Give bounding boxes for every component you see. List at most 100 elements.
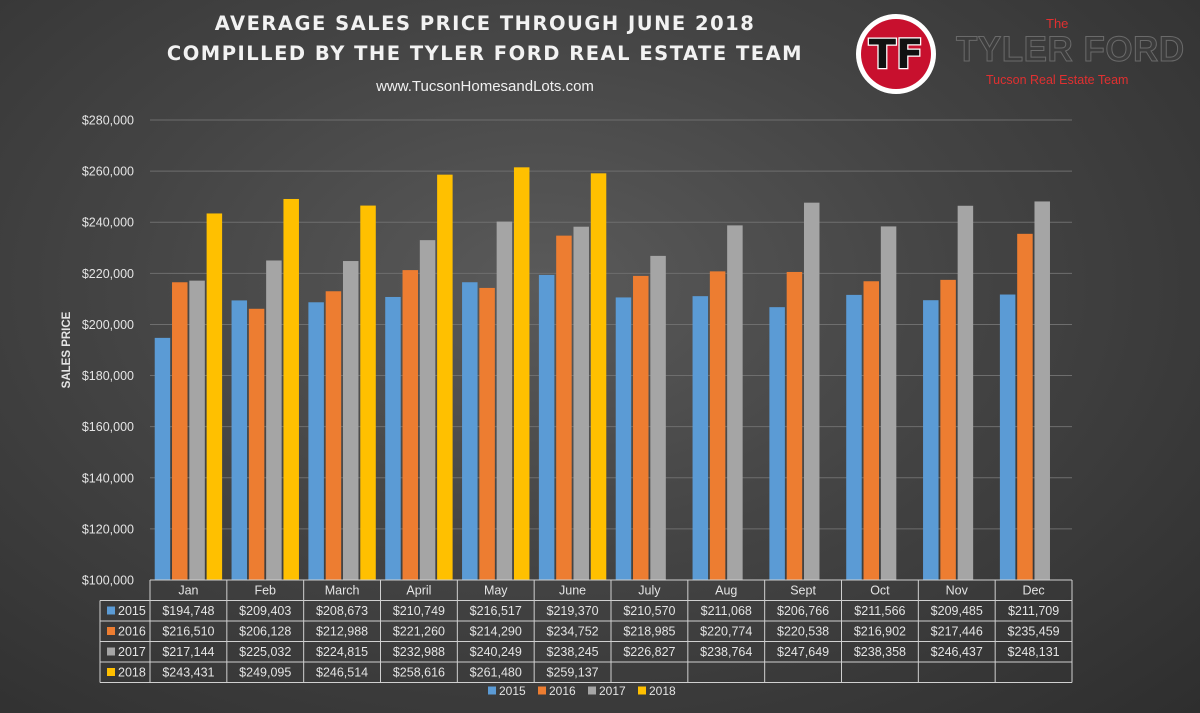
data-label: $234,752 — [547, 625, 599, 639]
bar-2018-June — [590, 173, 607, 580]
data-label: $209,403 — [239, 604, 291, 618]
bar-2017-Sept — [803, 202, 820, 580]
bar-2017-Dec — [1034, 201, 1050, 580]
data-label: $238,245 — [547, 645, 599, 659]
y-tick-label: $260,000 — [82, 165, 134, 179]
table-legend-key-2018 — [107, 668, 115, 676]
bar-2016-Nov — [940, 279, 956, 580]
bar-2015-March — [308, 302, 324, 580]
brand-name: TYLER FORD — [956, 30, 1185, 70]
data-label: $216,510 — [162, 625, 214, 639]
bar-2015-July — [615, 297, 632, 580]
bar-2017-April — [419, 240, 436, 580]
bar-2015-May — [462, 282, 478, 580]
bar-2016-Aug — [709, 271, 726, 580]
bar-2015-Sept — [769, 307, 785, 580]
data-label: $258,616 — [393, 666, 445, 680]
bar-2015-Aug — [692, 296, 709, 580]
data-label: $209,485 — [931, 604, 983, 618]
y-tick-label: $240,000 — [82, 216, 134, 230]
bar-2018-Feb — [283, 198, 299, 581]
data-label: $240,249 — [470, 645, 522, 659]
data-label: $249,095 — [239, 666, 291, 680]
bar-2016-July — [633, 275, 649, 580]
legend-swatch-2017 — [588, 686, 596, 695]
data-label: $210,570 — [623, 604, 675, 618]
data-label: $232,988 — [393, 645, 445, 659]
chart-title-line2: COMPILLED BY THE TYLER FORD REAL ESTATE … — [166, 42, 804, 65]
bar-2015-Nov — [923, 300, 939, 580]
bar-2016-May — [479, 287, 495, 580]
bar-2016-Dec — [1017, 233, 1033, 580]
data-label: $246,437 — [931, 645, 983, 659]
data-label: $261,480 — [470, 666, 522, 680]
bar-2018-May — [513, 167, 530, 580]
data-label: $210,749 — [393, 604, 445, 618]
bar-2015-April — [385, 296, 401, 580]
data-label: $248,131 — [1008, 645, 1060, 659]
data-label: $221,260 — [393, 625, 445, 639]
bar-2016-Oct — [863, 281, 880, 580]
bar-2017-July — [650, 255, 666, 581]
data-label: $243,431 — [162, 666, 214, 680]
data-label: $220,774 — [700, 625, 752, 639]
y-tick-label: $220,000 — [82, 267, 134, 281]
table-row-label: 2018 — [118, 666, 146, 680]
data-label: $206,766 — [777, 604, 829, 618]
bar-2017-June — [573, 226, 589, 581]
bar-2016-June — [556, 235, 572, 580]
table-legend-key-2017 — [107, 647, 115, 656]
data-label: $217,144 — [162, 645, 214, 659]
x-tick-label: Nov — [946, 584, 969, 598]
data-label: $216,902 — [854, 625, 906, 639]
bar-2016-March — [325, 291, 342, 580]
bar-2016-Jan — [172, 282, 188, 580]
y-tick-label: $140,000 — [82, 471, 134, 485]
legend-swatch-2015 — [488, 686, 496, 695]
table-legend-key-2015 — [107, 606, 115, 615]
x-tick-label: Oct — [870, 584, 890, 598]
data-label: $206,128 — [239, 625, 291, 639]
bar-2016-Feb — [248, 308, 265, 580]
data-label: $224,815 — [316, 645, 368, 659]
data-label: $246,514 — [316, 666, 368, 680]
y-tick-label: $120,000 — [82, 522, 134, 536]
data-label: $225,032 — [239, 645, 291, 659]
website-url: www.TucsonHomesandLots.com — [376, 78, 594, 95]
tf-logo: TF — [856, 14, 936, 94]
bar-2018-April — [437, 174, 453, 580]
brand-team: Tucson Real Estate Team — [986, 73, 1129, 87]
data-label: $238,764 — [700, 645, 752, 659]
data-label: $214,290 — [470, 625, 522, 639]
bar-2017-Jan — [189, 280, 205, 580]
bar-2017-March — [342, 261, 359, 580]
y-tick-label: $160,000 — [82, 420, 134, 434]
data-label: $211,566 — [854, 604, 905, 618]
data-label: $218,985 — [623, 625, 675, 639]
y-tick-label: $280,000 — [82, 114, 134, 128]
x-tick-label: Aug — [715, 584, 737, 598]
brand-the: The — [1046, 16, 1069, 31]
data-label: $238,358 — [854, 645, 906, 659]
x-tick-label: June — [559, 584, 586, 598]
bar-2015-Feb — [231, 300, 248, 580]
bar-2015-June — [538, 274, 555, 580]
legend-label: 2018 — [649, 684, 676, 698]
bar-2015-Dec — [999, 294, 1016, 580]
bar-2017-Aug — [727, 225, 743, 580]
bar-2018-March — [360, 205, 376, 581]
data-label: $208,673 — [316, 604, 368, 618]
data-label: $247,649 — [777, 645, 829, 659]
x-tick-label: April — [406, 584, 431, 598]
legend-label: 2017 — [599, 684, 626, 698]
x-tick-label: July — [638, 584, 661, 598]
legend-label: 2016 — [549, 684, 576, 698]
bar-2016-April — [402, 270, 419, 580]
table-row-label: 2017 — [118, 645, 146, 659]
x-tick-label: May — [484, 584, 508, 598]
y-tick-label: $100,000 — [82, 574, 134, 588]
data-label: $217,446 — [931, 625, 983, 639]
y-axis-label: SALES PRICE — [61, 311, 73, 388]
table-row-label: 2016 — [118, 625, 146, 639]
